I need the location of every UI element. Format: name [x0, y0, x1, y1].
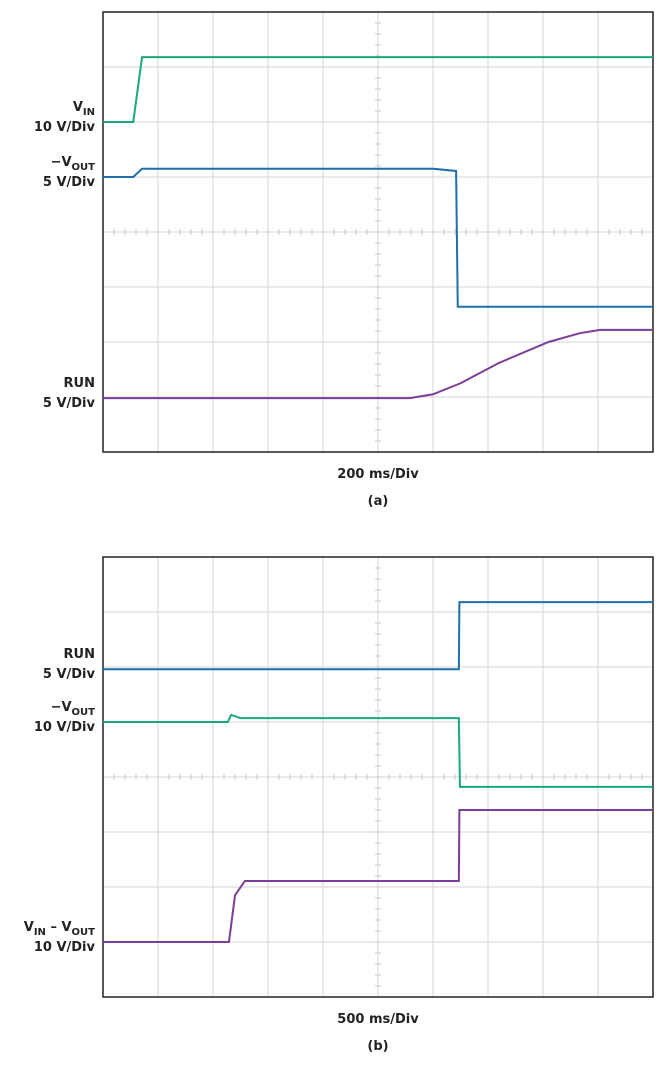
trace-scale: 5 V/Div: [43, 175, 96, 190]
trace-scale: 10 V/Div: [34, 720, 96, 735]
trace-label: −VOUT: [51, 155, 96, 173]
label-text: V: [24, 920, 34, 935]
label-text: −V: [51, 155, 72, 170]
trace: [103, 56, 653, 123]
subscript: OUT: [72, 927, 96, 938]
trace: [103, 167, 653, 308]
trace-label: RUN: [64, 647, 95, 662]
trace: [103, 809, 653, 943]
plot-frame: [102, 556, 654, 998]
trace-label: RUN: [64, 376, 95, 391]
subscript: IN: [83, 107, 95, 118]
subscript: IN: [34, 927, 46, 938]
trace: [103, 601, 653, 671]
trace-label: VIN – VOUT: [24, 920, 95, 938]
label-text: −V: [51, 700, 72, 715]
x-axis-label: 500 ms/Div: [337, 1012, 419, 1027]
subscript: OUT: [72, 707, 96, 718]
x-axis-label: 200 ms/Div: [337, 467, 419, 482]
subscript: OUT: [72, 162, 96, 173]
label-text: V: [73, 100, 83, 115]
trace-scale: 5 V/Div: [43, 396, 96, 411]
trace-label: VIN: [73, 100, 95, 118]
trace-scale: 10 V/Div: [34, 940, 96, 955]
trace: [103, 328, 653, 400]
plot-frame: [102, 11, 654, 453]
caption: (b): [367, 1039, 388, 1054]
label-text: RUN: [64, 376, 95, 391]
trace-scale: 5 V/Div: [43, 667, 96, 682]
trace-label: −VOUT: [51, 700, 96, 718]
label-text: – V: [46, 920, 72, 935]
trace-scale: 10 V/Div: [34, 120, 96, 135]
trace: [103, 713, 653, 788]
caption: (a): [368, 494, 389, 509]
label-text: RUN: [64, 647, 95, 662]
